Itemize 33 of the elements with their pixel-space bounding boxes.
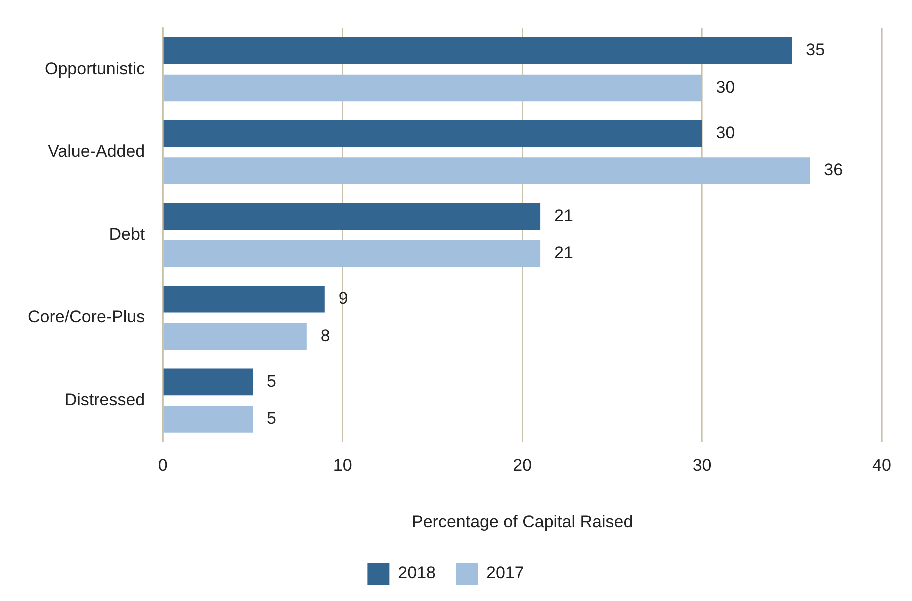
data-label: 21: [554, 206, 574, 226]
bar: [164, 38, 792, 64]
y-tick-label: Value-Added: [48, 142, 146, 162]
bar: [164, 158, 810, 184]
y-tick-label: Opportunistic: [44, 59, 146, 78]
data-label: 35: [806, 40, 826, 60]
data-label: 36: [824, 160, 844, 180]
y-tick-label: Distressed: [64, 390, 146, 410]
x-tick-label: 20: [513, 456, 532, 476]
x-tick-label: 10: [333, 456, 352, 476]
x-tick-label: 40: [872, 456, 892, 476]
bar: [164, 120, 702, 148]
bar: [164, 323, 307, 350]
x-tick-label: 30: [692, 456, 712, 476]
data-label: 8: [320, 326, 330, 346]
bar: [164, 240, 541, 268]
data-label: 5: [267, 372, 276, 391]
data-label: 30: [716, 123, 736, 142]
legend-label: 2018: [398, 564, 436, 583]
y-tick-label: Debt: [109, 224, 146, 244]
x-axis-title: Percentage of Capital Raised: [412, 512, 634, 532]
y-tick-label: Core/Core-Plus: [28, 308, 146, 327]
legend-label: 2017: [486, 564, 524, 583]
bar: [164, 368, 254, 396]
bar: [164, 286, 325, 313]
bar: [164, 203, 541, 230]
data-label: 5: [267, 409, 276, 428]
bar: [164, 74, 702, 102]
data-label: 9: [338, 289, 348, 308]
x-tick-label: 0: [158, 456, 168, 476]
bar: [164, 406, 254, 433]
data-label: 21: [554, 244, 574, 263]
data-label: 30: [716, 78, 736, 97]
